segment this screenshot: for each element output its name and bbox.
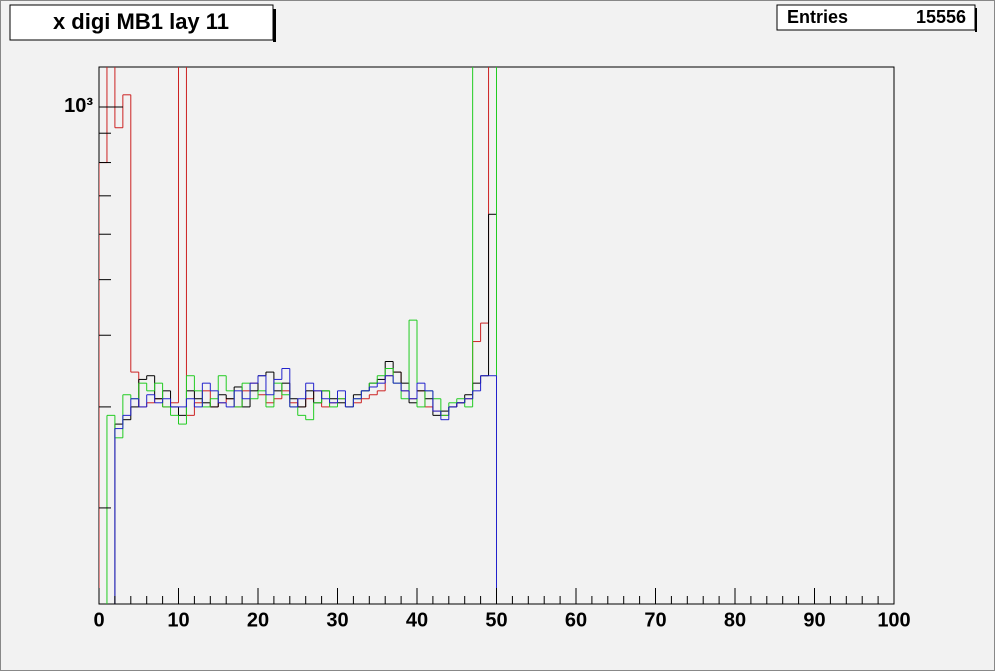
- stats-shadow: [975, 8, 977, 32]
- x-tick-label: 20: [247, 609, 269, 631]
- x-tick-label: 90: [803, 609, 825, 631]
- x-tick-label: 40: [406, 609, 428, 631]
- chart-title: x digi MB1 lay 11: [53, 9, 229, 34]
- x-tick-label: 60: [565, 609, 587, 631]
- x-tick-label: 50: [485, 609, 507, 631]
- histogram: [99, 67, 497, 604]
- y-tick-label: 10³: [64, 95, 93, 117]
- x-tick-label: 30: [326, 609, 348, 631]
- x-tick-label: 10: [167, 609, 189, 631]
- x-tick-label: 100: [877, 609, 910, 631]
- stats-value: 15556: [916, 7, 966, 27]
- x-tick-label: 0: [93, 609, 104, 631]
- stats-label: Entries: [787, 7, 848, 27]
- title-box: [9, 4, 274, 41]
- x-tick-label: 70: [644, 609, 666, 631]
- x-tick-label: 80: [724, 609, 746, 631]
- title-shadow: [273, 9, 276, 42]
